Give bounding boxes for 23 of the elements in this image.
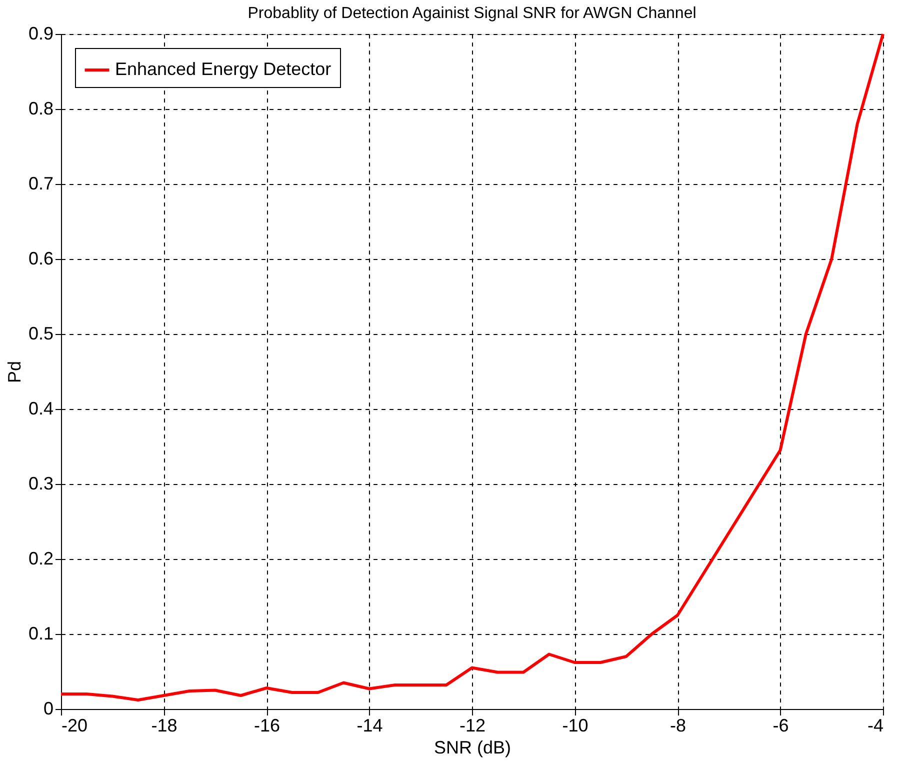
x-tick-label: -14 (356, 716, 383, 736)
y-tick-label: 0.2 (28, 548, 54, 568)
x-tick-label: -10 (562, 716, 588, 736)
y-tick-label: 0.4 (28, 398, 54, 418)
y-tick-label: 0.5 (28, 324, 54, 344)
x-tick-label: -18 (151, 716, 178, 736)
chart-title: Probablity of Detection Againist Signal SNR for AWGN Channel (248, 5, 696, 22)
y-axis-title: Pd (4, 360, 24, 384)
x-tick-label: -8 (670, 716, 686, 736)
x-tick-label: -20 (62, 716, 88, 736)
x-tick-label: -6 (772, 716, 789, 736)
y-tick-label: 0.6 (28, 248, 54, 268)
x-axis-title: SNR (dB) (434, 738, 512, 758)
legend-label: Enhanced Energy Detector (115, 59, 332, 79)
x-tick-label: -4 (867, 716, 884, 736)
x-tick-label: -16 (254, 716, 280, 736)
y-tick-label: 0.9 (28, 24, 54, 44)
y-tick-label: 0 (43, 698, 54, 718)
y-tick-label: 0.7 (28, 174, 54, 194)
y-tick-label: 0.1 (28, 624, 54, 644)
x-tick-label: -12 (459, 716, 486, 736)
y-tick-label: 0.8 (28, 98, 54, 118)
y-tick-label: 0.3 (28, 474, 54, 494)
